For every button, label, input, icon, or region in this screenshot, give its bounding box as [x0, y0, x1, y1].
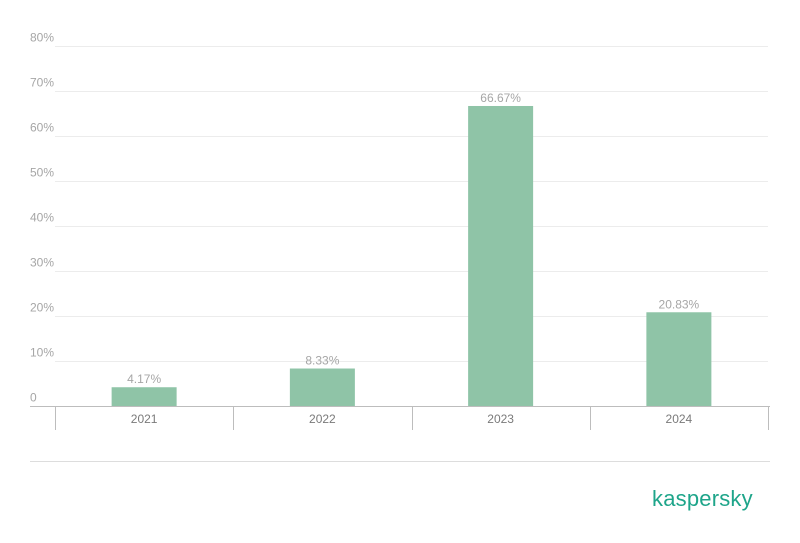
bars: [111, 105, 712, 407]
bar-2022: [289, 368, 355, 406]
y-tick-label: 50%: [30, 166, 54, 180]
y-tick-label: 80%: [30, 31, 54, 45]
x-tick-label-2023: 2023: [487, 412, 514, 426]
y-tick-label: 10%: [30, 346, 54, 360]
y-tick-label: 20%: [30, 301, 54, 315]
y-tick-label: 0: [30, 391, 37, 405]
data-label-2021: 4.17%: [127, 372, 161, 386]
y-tick-label: 70%: [30, 76, 54, 90]
y-axis-tick-labels: 0 10% 20% 30% 40% 50% 60% 70% 80%: [30, 31, 54, 405]
data-label-2023: 66.67%: [480, 91, 521, 105]
x-tick-label-2021: 2021: [131, 412, 158, 426]
y-tick-label: 30%: [30, 256, 54, 270]
x-tick-label-2022: 2022: [309, 412, 336, 426]
y-tick-label: 60%: [30, 121, 54, 135]
data-label-2024: 20.83%: [659, 297, 700, 311]
data-label-2022: 8.33%: [305, 354, 339, 368]
gridlines: [55, 46, 768, 362]
data-labels: 4.17% 8.33% 66.67% 20.83%: [127, 91, 699, 386]
x-tick-label-2024: 2024: [666, 412, 693, 426]
bar-2023: [468, 105, 534, 407]
y-tick-label: 40%: [30, 211, 54, 225]
bar-2021: [111, 387, 177, 406]
kaspersky-logo: kaspersky: [652, 486, 753, 511]
bar-2024: [646, 312, 712, 406]
x-axis: 2021 2022 2023 2024: [30, 406, 770, 430]
bar-chart: 0 10% 20% 30% 40% 50% 60% 70% 80% 4.17% 8.33% 66.6…: [30, 31, 770, 462]
